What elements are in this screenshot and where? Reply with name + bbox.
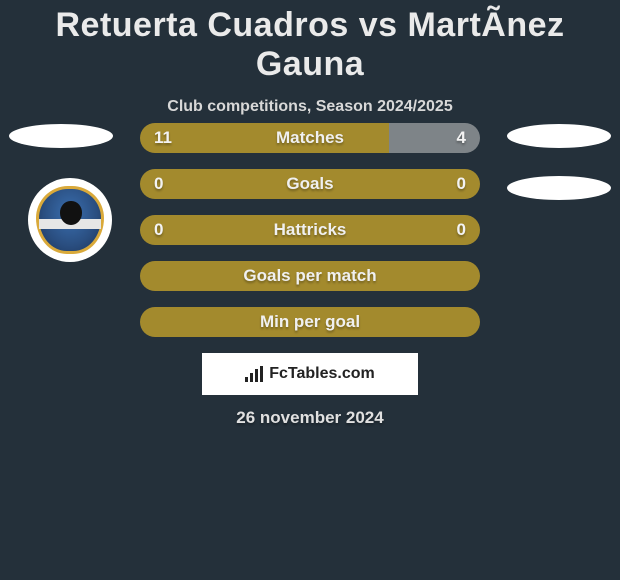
stat-label: Matches <box>140 123 480 153</box>
page-title: Retuerta Cuadros vs MartÃ­nez Gauna <box>0 0 620 84</box>
stat-bar: Goals per match <box>140 261 480 291</box>
player-right-avatar-ellipse-2 <box>507 176 611 200</box>
comparison-bars: 114Matches 00Goals 00Hattricks Goals per ma… <box>140 123 480 353</box>
stat-label: Hattricks <box>140 215 480 245</box>
stat-bar: 00Hattricks <box>140 215 480 245</box>
player-right-avatar-ellipse <box>507 124 611 148</box>
stat-label: Min per goal <box>140 307 480 337</box>
attribution-label: FcTables.com <box>269 365 375 383</box>
player-left-club-badge <box>28 178 112 262</box>
stat-label: Goals per match <box>140 261 480 291</box>
bar-chart-icon <box>245 366 263 382</box>
player-left-avatar-ellipse <box>9 124 113 148</box>
stat-bar: 114Matches <box>140 123 480 153</box>
generation-date: 26 november 2024 <box>0 408 620 428</box>
club-badge-icon <box>36 186 104 254</box>
stat-bar: Min per goal <box>140 307 480 337</box>
subtitle: Club competitions, Season 2024/2025 <box>0 98 620 116</box>
stat-label: Goals <box>140 169 480 199</box>
attribution-badge: FcTables.com <box>202 353 418 395</box>
stat-bar: 00Goals <box>140 169 480 199</box>
